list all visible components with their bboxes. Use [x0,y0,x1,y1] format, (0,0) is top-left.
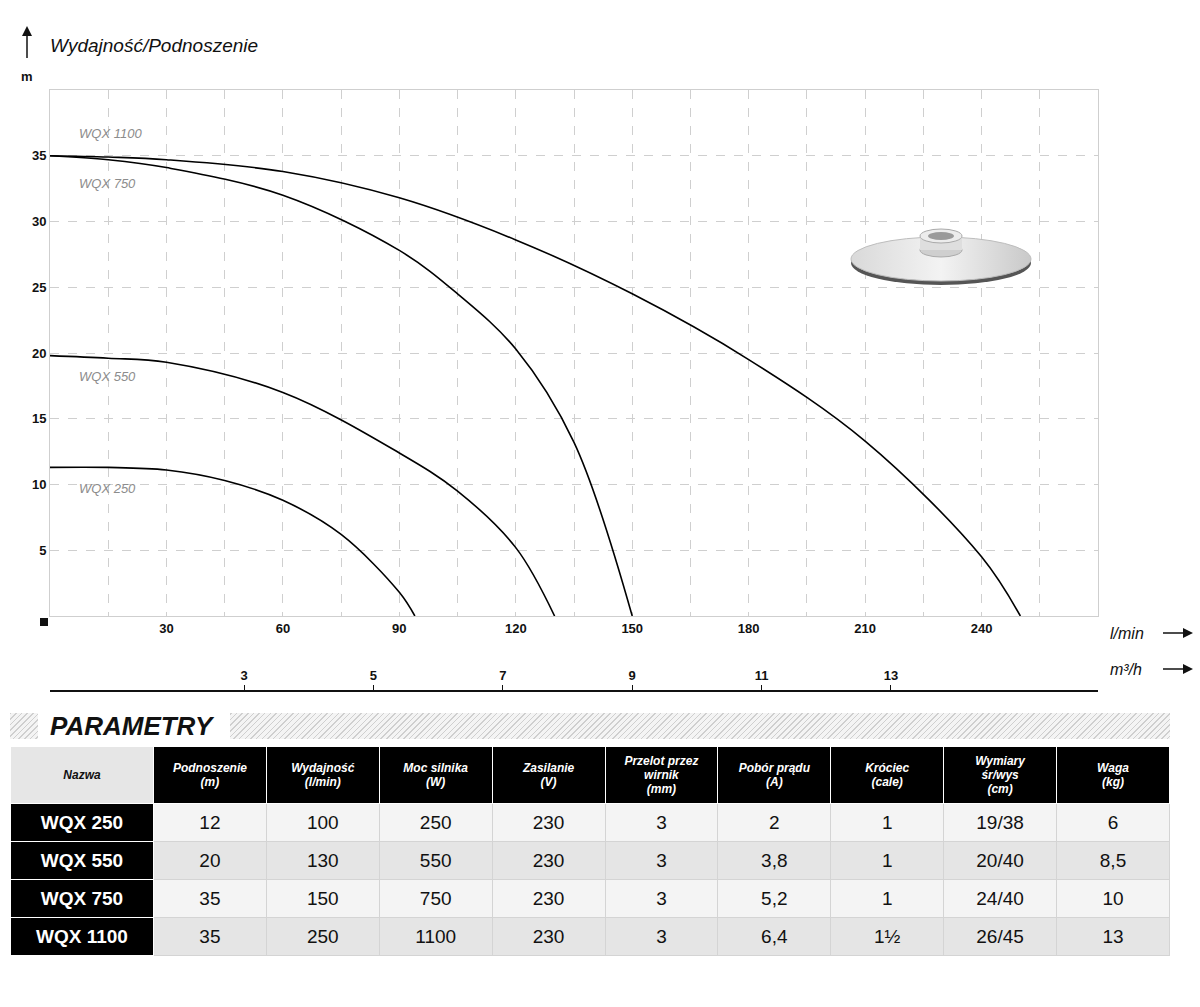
html-text:WQX 750: WQX 750 [40,887,124,909]
html-text:(mm): (mm) [646,782,677,796]
svg-text:120: 120 [505,621,527,636]
html-text:Moc silnika: Moc silnika [403,761,468,775]
html-text:(A): (A) [766,775,783,789]
html-text:230: 230 [532,925,565,947]
html-text:Nazwa: Nazwa [63,768,101,782]
svg-text:35: 35 [32,148,46,163]
html-text:250: 250 [419,811,452,833]
svg-text:240: 240 [971,621,993,636]
html-text:130: 130 [307,849,339,871]
html-text:5,2: 5,2 [761,887,788,909]
svg-text:m: m [21,69,33,84]
html-text:1100: 1100 [415,925,457,947]
svg-text:11: 11 [755,668,769,683]
svg-text:150: 150 [621,621,643,636]
html-text:3: 3 [656,811,667,833]
svg-text:Wydajność/Podnoszenie: Wydajność/Podnoszenie [50,35,258,56]
svg-text:WQX 250: WQX 250 [79,481,136,496]
svg-text:90: 90 [392,621,406,636]
svg-text:m³/h: m³/h [1110,661,1142,678]
html-text:3: 3 [656,849,667,871]
html-text:3: 3 [656,925,667,947]
svg-text:25: 25 [32,280,46,295]
html-text:8,5: 8,5 [1099,849,1127,871]
svg-text:5: 5 [370,668,377,683]
html-text:(V): (V) [540,775,557,789]
html-text:WQX 250: WQX 250 [40,811,124,833]
html-text:6: 6 [1107,811,1119,833]
html-text:Wymiary: Wymiary [975,754,1025,768]
svg-text:13: 13 [884,668,898,683]
html-text:(cale): (cale) [871,775,903,789]
html-text:Zasilanie: Zasilanie [522,761,575,775]
html-text:(l/min): (l/min) [304,775,341,789]
svg-text:210: 210 [854,621,876,636]
svg-text:3: 3 [240,668,247,683]
html-text:12: 12 [199,811,221,833]
html-text:230: 230 [532,811,565,833]
html-text:35: 35 [199,925,221,947]
html-text:250: 250 [307,925,339,947]
html-text:wirnik: wirnik [644,768,679,782]
html-text:13: 13 [1102,925,1124,947]
html-text:(W): (W) [426,775,446,789]
html-text:750: 750 [419,887,452,909]
html-text:Przelot przez: Przelot przez [624,754,699,768]
svg-text:30: 30 [159,621,173,636]
svg-text:7: 7 [499,668,506,683]
html-text:24/40: 24/40 [976,887,1024,909]
html-text:230: 230 [532,887,565,909]
svg-text:20: 20 [32,346,46,361]
html-text:10: 10 [1102,887,1124,909]
svg-text:180: 180 [738,621,760,636]
html-text:(kg): (kg) [1102,775,1124,789]
svg-text:15: 15 [32,411,46,426]
svg-text:30: 30 [32,214,46,229]
html-text:19/38: 19/38 [976,811,1024,833]
svg-text:l/min: l/min [1110,625,1144,642]
html-text:(m): (m) [200,775,220,789]
html-text:(cm): (cm) [987,782,1013,796]
svg-text:9: 9 [629,668,636,683]
html-text:1: 1 [881,849,893,871]
html-text:550: 550 [419,849,452,871]
html-text:3: 3 [656,887,667,909]
html-text:Króciec: Króciec [865,761,910,775]
html-text:Podnoszenie: Podnoszenie [172,761,247,775]
svg-text:WQX 750: WQX 750 [79,176,136,191]
html-text:150: 150 [307,887,339,909]
html-text:20/40: 20/40 [976,849,1024,871]
html-text:1: 1 [881,811,893,833]
html-text:1: 1 [881,887,893,909]
html-text:3,8: 3,8 [761,849,788,871]
html-text:20: 20 [199,849,221,871]
html-text:Pobór prądu: Pobór prądu [738,761,810,775]
html-text:śr/wys: śr/wys [981,768,1019,782]
html-text:WQX 550: WQX 550 [40,849,124,871]
svg-text:10: 10 [32,477,46,492]
html-text:1½: 1½ [874,925,901,947]
svg-text:5: 5 [39,543,46,558]
html-text:26/45: 26/45 [976,925,1024,947]
svg-text:60: 60 [276,621,290,636]
svg-text:WQX 1100: WQX 1100 [79,126,142,141]
html-text:2: 2 [769,811,780,833]
svg-text:WQX 550: WQX 550 [79,369,136,384]
html-text:PARAMETRY: PARAMETRY [50,711,213,741]
html-text:35: 35 [199,887,221,909]
html-text:100: 100 [307,811,339,833]
html-text:Waga: Waga [1097,761,1129,775]
html-text:230: 230 [532,849,565,871]
html-text:6,4: 6,4 [761,925,788,947]
html-text:Wydajność: Wydajność [291,761,355,775]
html-text:WQX 1100: WQX 1100 [36,925,128,947]
